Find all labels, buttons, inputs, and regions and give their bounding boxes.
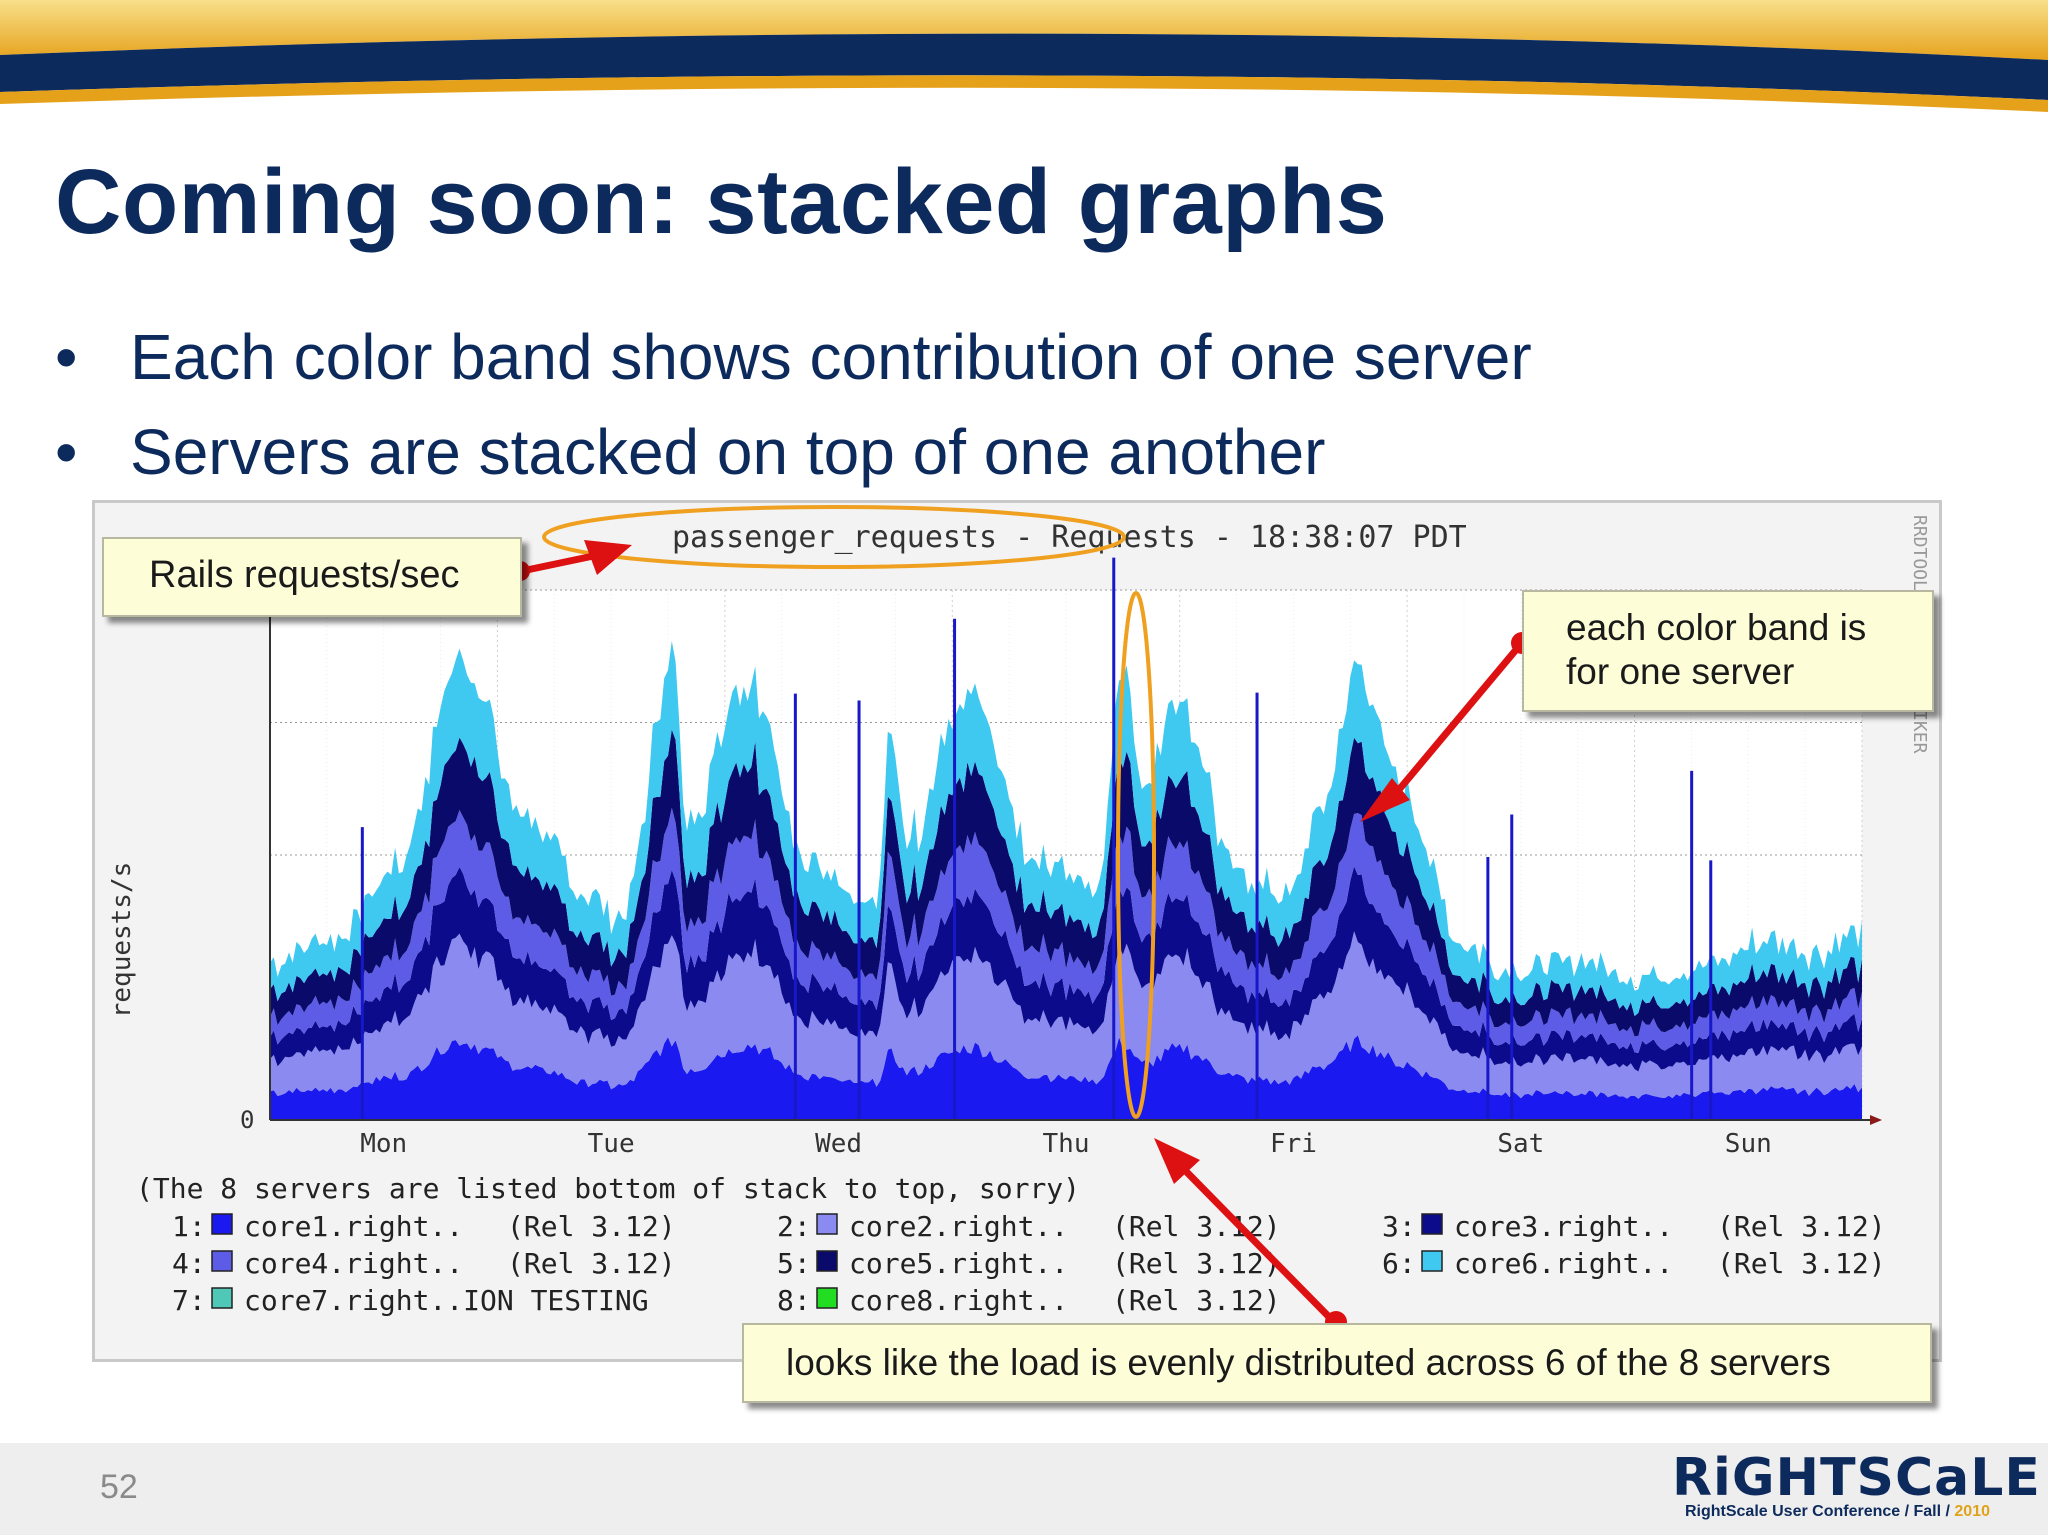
- chart-x-tick-labels: Mon Tue Wed Thu Fri Sat Sun: [360, 1129, 1772, 1159]
- legend-item: 6: core6.right.. (Rel 3.12): [1382, 1247, 1886, 1280]
- rightscale-logo: RiGHTSCaLE: [1672, 1448, 2041, 1508]
- logo-year: 2010: [1954, 1503, 1990, 1520]
- legend-swatch: [211, 1213, 233, 1235]
- chart-x-tick-label: Sun: [1725, 1129, 1772, 1159]
- legend-index: 1:: [172, 1210, 206, 1243]
- legend-index: 7:: [172, 1284, 206, 1317]
- legend-name: core3.right..: [1454, 1210, 1673, 1243]
- chart-x-tick-label: Thu: [1043, 1129, 1090, 1159]
- chart-legend: 1: core1.right.. (Rel 3.12) 2: core2.right..…: [172, 1210, 1886, 1317]
- chart-axes: [269, 590, 1882, 1125]
- chart-title: passenger_requests - Requests - 18:38:07…: [672, 520, 1467, 555]
- legend-name: core8.right..: [849, 1284, 1068, 1317]
- legend-index: 2:: [777, 1210, 811, 1243]
- legend-item: 8: core8.right.. (Rel 3.12): [777, 1284, 1281, 1317]
- logo-subtitle: RightScale User Conference / Fall / 2010: [1600, 1503, 1990, 1521]
- legend-index: 6:: [1382, 1247, 1416, 1280]
- chart-band-core5-right-: [270, 729, 1862, 1037]
- legend-release: (Rel 3.12): [1717, 1210, 1886, 1243]
- chart-y-axis-label: requests/s: [107, 862, 137, 1019]
- legend-index: 5:: [777, 1247, 811, 1280]
- legend-swatch: [816, 1213, 838, 1235]
- chart-band-core3-right-: [270, 866, 1862, 1072]
- legend-name: core5.right..: [849, 1247, 1068, 1280]
- legend-swatch: [1421, 1250, 1443, 1272]
- chart-note: (The 8 servers are listed bottom of stac…: [136, 1172, 1080, 1205]
- legend-release: (Rel 3.12): [1112, 1284, 1281, 1317]
- footer-band: [0, 1443, 2048, 1535]
- legend-item: 1: core1.right.. (Rel 3.12): [172, 1210, 676, 1243]
- legend-name: core2.right..: [849, 1210, 1068, 1243]
- page-number: 52: [100, 1468, 138, 1506]
- chart-band-core2-right-: [270, 931, 1862, 1099]
- thursday-highlight-ellipse: [1116, 591, 1156, 1119]
- chart-band-core6-right-: [270, 640, 1862, 1017]
- legend-item: 2: core2.right.. (Rel 3.12): [777, 1210, 1281, 1243]
- legend-release: (Rel 3.12): [507, 1247, 676, 1280]
- callout-color-band: each color band is for one server: [1522, 590, 1934, 712]
- chart-band-core1-right-: [270, 1035, 1862, 1120]
- chart-x-tick-label: Mon: [360, 1129, 407, 1159]
- bullet-item: • Each color band shows contribution of o…: [55, 320, 1532, 394]
- bullet-text: Servers are stacked on top of one anothe…: [130, 416, 1326, 488]
- legend-name: core6.right..: [1454, 1247, 1673, 1280]
- legend-name: core7.right..ION TESTING: [244, 1284, 649, 1317]
- legend-release: (Rel 3.12): [1717, 1247, 1886, 1280]
- legend-swatch: [816, 1250, 838, 1272]
- legend-item: 5: core5.right.. (Rel 3.12): [777, 1247, 1281, 1280]
- chart-x-tick-label: Fri: [1270, 1129, 1317, 1159]
- title-highlight-ellipse: [542, 505, 1126, 569]
- bullet-dot-icon: •: [55, 416, 78, 488]
- callout-line: each color band is: [1566, 607, 1867, 648]
- legend-swatch: [816, 1287, 838, 1309]
- callout-line: for one server: [1566, 651, 1795, 692]
- chart-y-tick-label: 0: [240, 1106, 254, 1134]
- chart-x-tick-label: Tue: [588, 1129, 635, 1159]
- legend-index: 3:: [1382, 1210, 1416, 1243]
- x-axis-arrow-icon: [1870, 1115, 1882, 1125]
- slide-title: Coming soon: stacked graphs: [55, 151, 1388, 253]
- legend-swatch: [211, 1250, 233, 1272]
- chart-x-tick-label: Sat: [1497, 1129, 1544, 1159]
- legend-item: 4: core4.right.. (Rel 3.12): [172, 1247, 676, 1280]
- chart-x-tick-label: Wed: [815, 1129, 862, 1159]
- chart-spikes: [360, 557, 1713, 1120]
- legend-swatch: [1421, 1213, 1443, 1235]
- callout-rails-requests: Rails requests/sec: [102, 537, 522, 617]
- legend-release: (Rel 3.12): [1112, 1247, 1281, 1280]
- rails-arrow-icon: [510, 540, 632, 581]
- bullet-dot-icon: •: [55, 321, 78, 393]
- chart-band-core4-right-: [270, 807, 1862, 1053]
- legend-item: 3: core3.right.. (Rel 3.12): [1382, 1210, 1886, 1243]
- bullet-text: Each color band shows contribution of on…: [130, 321, 1532, 393]
- logo-subtitle-text: RightScale User Conference / Fall /: [1684, 1503, 1955, 1520]
- legend-release: (Rel 3.12): [507, 1210, 676, 1243]
- legend-swatch: [211, 1287, 233, 1309]
- legend-name: core1.right..: [244, 1210, 463, 1243]
- legend-index: 4:: [172, 1247, 206, 1280]
- callout-load-distribution: looks like the load is evenly distribute…: [742, 1323, 1932, 1403]
- stacked-area-chart: passenger_requests - Requests - 18:38:07…: [107, 505, 1930, 1333]
- legend-item: 7: core7.right..ION TESTING: [172, 1284, 649, 1317]
- header-band: [0, 0, 2048, 130]
- bullet-item: • Servers are stacked on top of one anoth…: [55, 415, 1325, 489]
- legend-name: core4.right..: [244, 1247, 463, 1280]
- legend-index: 8:: [777, 1284, 811, 1317]
- chart-bands: [270, 640, 1862, 1120]
